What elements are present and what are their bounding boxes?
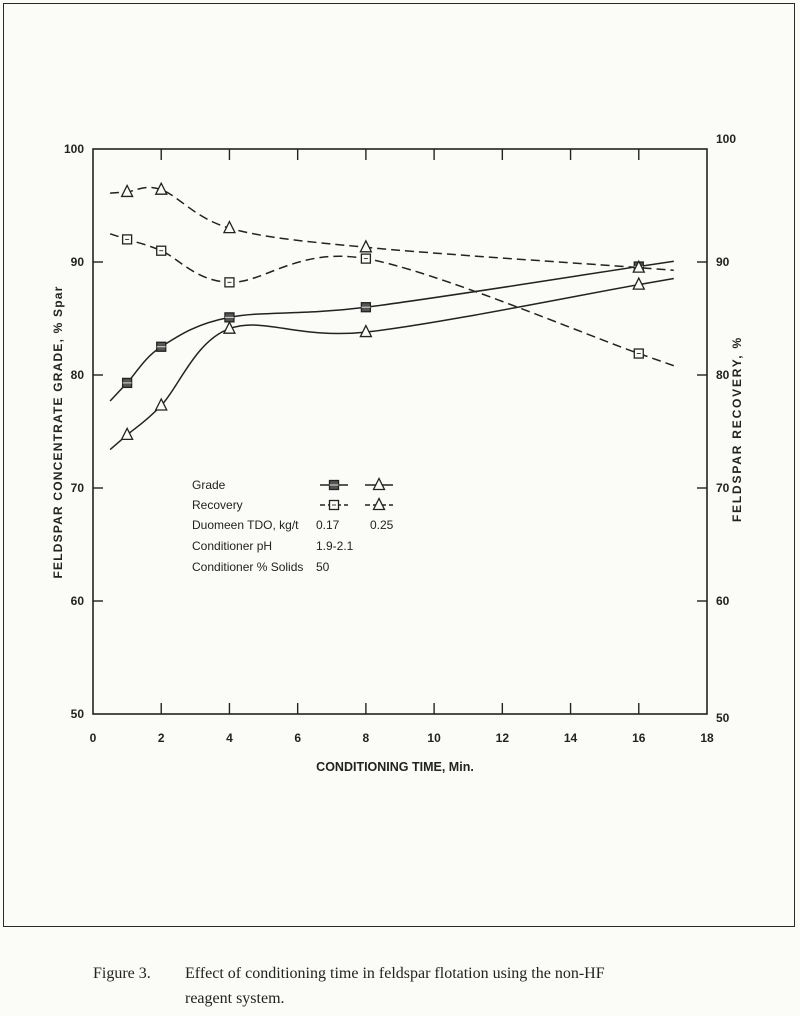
y-axis-label-right: FELDSPAR RECOVERY, %: [730, 336, 744, 522]
data-point: [121, 377, 133, 389]
legend-col1-value: 50: [316, 560, 330, 574]
plot-area: [92, 148, 708, 715]
data-point: [224, 312, 235, 323]
y-tick-label-right: 50: [716, 711, 730, 725]
data-point: [121, 234, 133, 245]
data-point: [360, 302, 372, 313]
legend-col2-value: 0.25: [370, 518, 394, 532]
chart: 0 2 4 6 8 10 12 14 16 185060708090100506070809010…: [51, 132, 744, 774]
y-tick-label-left: 60: [71, 594, 85, 608]
series-line: [109, 233, 674, 367]
data-point: [120, 426, 134, 441]
y-tick-label-right: 100: [716, 132, 736, 146]
legend-row-label: Conditioner pH: [192, 539, 272, 553]
y-tick-label-left: 90: [71, 255, 85, 269]
x-tick-label: 12: [496, 731, 510, 745]
x-axis-label: CONDITIONING TIME, Min.: [316, 760, 474, 774]
data-point: [359, 239, 373, 253]
data-point: [632, 259, 646, 273]
data-point: [154, 181, 168, 195]
x-tick-label: 18: [700, 731, 714, 745]
x-tick-label: 6: [294, 731, 301, 745]
series-line: [110, 186, 674, 271]
figure-caption: Figure 3. Effect of conditioning time in …: [93, 961, 743, 1011]
x-tick-label: 8: [363, 731, 370, 745]
x-tick-label: 0: [90, 731, 97, 745]
data-point: [224, 277, 235, 288]
caption-figure-number: Figure 3.: [93, 965, 151, 982]
y-tick-label-right: 80: [716, 368, 730, 382]
legend-row-label: Recovery: [192, 498, 243, 512]
caption-line-2: reagent system.: [185, 990, 285, 1007]
caption-line-1: Effect of conditioning time in feldspar …: [185, 965, 605, 982]
legend-col1-value: 1.9-2.1: [316, 539, 354, 553]
legend-row-label: Grade: [192, 478, 226, 492]
figure-frame: [3, 3, 795, 927]
legend-marker: [328, 479, 340, 491]
data-point: [156, 245, 167, 256]
y-tick-label-left: 100: [64, 142, 84, 156]
x-tick-label: 4: [226, 731, 233, 745]
legend-row-label: Duomeen TDO, kg/t: [192, 518, 299, 532]
x-tick-label: 2: [158, 731, 165, 745]
data-point: [154, 397, 168, 411]
y-axis-label-left: FELDSPAR CONCENTRATE GRADE, % Spar: [51, 285, 65, 578]
data-point: [222, 320, 236, 334]
series-line: [109, 277, 674, 451]
data-point: [222, 220, 236, 234]
data-point: [156, 341, 167, 352]
data-point: [360, 253, 372, 264]
series-line: [109, 260, 674, 402]
x-tick-label: 10: [427, 731, 441, 745]
data-point: [120, 183, 134, 198]
x-tick-label: 16: [632, 731, 646, 745]
y-tick-label-right: 60: [716, 594, 730, 608]
data-point: [632, 276, 646, 290]
y-tick-label-left: 70: [71, 481, 85, 495]
legend-row-label: Conditioner % Solids: [192, 560, 303, 574]
x-tick-label: 14: [564, 731, 578, 745]
legend-col1-value: 0.17: [316, 518, 340, 532]
y-tick-label-right: 90: [716, 255, 730, 269]
y-tick-label-right: 70: [716, 481, 730, 495]
legend-marker: [372, 497, 386, 511]
data-point: [633, 348, 644, 359]
y-tick-label-left: 50: [71, 707, 85, 721]
y-tick-label-left: 80: [71, 368, 85, 382]
data-point: [359, 324, 373, 338]
legend-marker: [372, 477, 386, 491]
legend-marker: [328, 499, 340, 511]
